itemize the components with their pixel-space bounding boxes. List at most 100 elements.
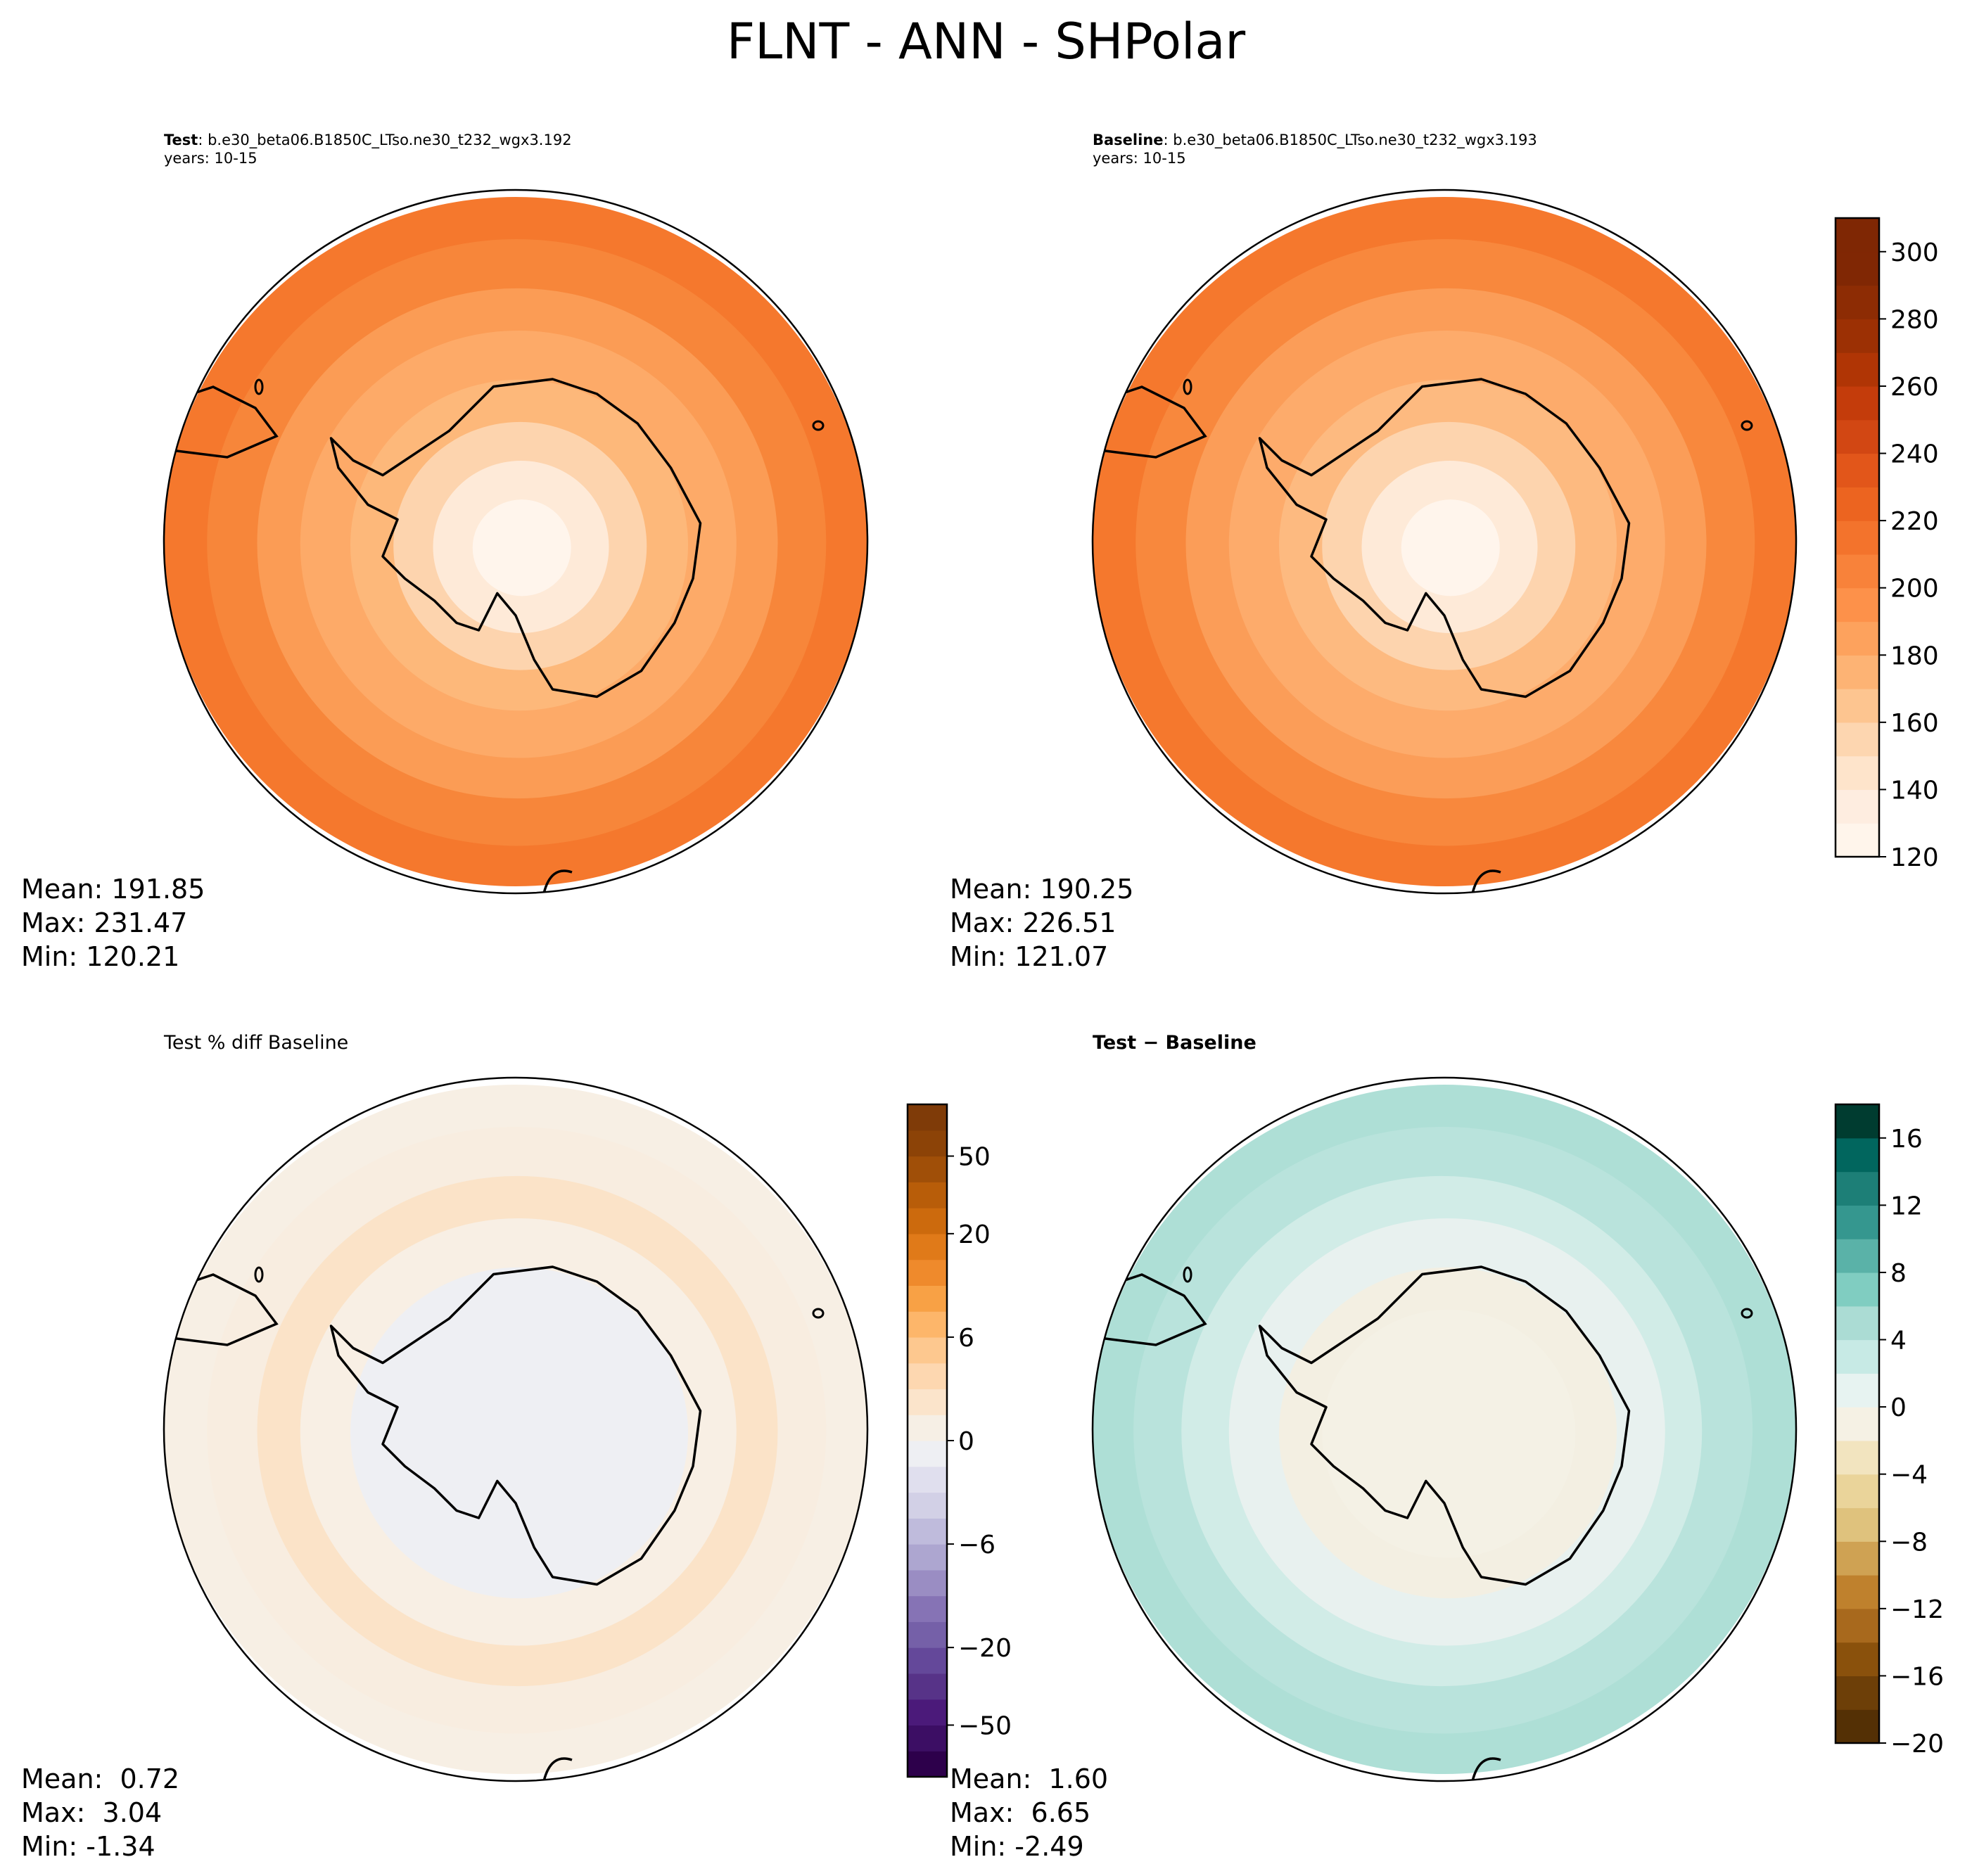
baseline-case-name: : b.e30_beta06.B1850C_LTso.ne30_t232_wgx… xyxy=(1163,132,1537,148)
pct-colorbar-swatch xyxy=(908,1673,947,1700)
diff-stats: Mean: 1.60 Max: 6.65 Min: -2.49 xyxy=(950,1762,1108,1863)
test-colorbar-swatch xyxy=(1836,285,1879,319)
diff-colorbar-tick-label: 8 xyxy=(1890,1259,1907,1288)
test-colorbar-swatch xyxy=(1836,689,1879,723)
diff-mean: Mean: 1.60 xyxy=(950,1763,1109,1794)
test-colorbar-swatch xyxy=(1836,218,1879,253)
pct-colorbar-swatch xyxy=(908,1595,947,1622)
pct-diff-panel-title: Test % diff Baseline xyxy=(164,1032,349,1054)
diff-max: Max: 6.65 xyxy=(950,1797,1091,1828)
pct-colorbar-swatch xyxy=(908,1699,947,1726)
pct-colorbar-swatch xyxy=(908,1518,947,1545)
pct-colorbar-swatch xyxy=(908,1389,947,1415)
diff-map-border xyxy=(1091,1076,1798,1782)
pct-band-7 xyxy=(472,1387,571,1484)
diff-colorbar-swatch xyxy=(1836,1474,1879,1509)
pct-colorbar-swatch xyxy=(908,1336,947,1364)
diff-antarctica-coastline xyxy=(1258,1265,1631,1586)
pct-colorbar-swatch xyxy=(908,1104,947,1131)
pct-diff-mean: Mean: 0.72 xyxy=(21,1763,180,1794)
pct-colorbar-swatch xyxy=(908,1285,947,1312)
diff-colorbar-swatch xyxy=(1836,1339,1879,1374)
test-colorbar-swatch xyxy=(1836,554,1879,589)
test-colorbar-swatch xyxy=(1836,352,1879,387)
diff-island-falklands xyxy=(1183,1266,1192,1283)
test-colorbar-tick-label: 240 xyxy=(1890,440,1939,469)
diff-colorbar-swatch xyxy=(1836,1272,1879,1307)
pct-colorbar-swatch xyxy=(908,1415,947,1441)
diff-colorbar-tick-label: 12 xyxy=(1890,1192,1923,1220)
pct-colorbar-swatch xyxy=(908,1182,947,1208)
test-island-east xyxy=(812,420,825,431)
pct-colorbar-swatch xyxy=(908,1466,947,1493)
pct-colorbar-swatch xyxy=(908,1492,947,1519)
test-island-falklands xyxy=(254,378,264,395)
pct-island-east xyxy=(812,1308,825,1319)
pct-south-america-coast xyxy=(170,1273,279,1346)
test-colorbar-swatch xyxy=(1836,487,1879,521)
diff-colorbar-swatch xyxy=(1836,1709,1879,1744)
diff-colorbar-tick-label: −20 xyxy=(1890,1730,1944,1759)
pct-diff-min: Min: -1.34 xyxy=(21,1831,155,1862)
diff-new-zealand-coast xyxy=(1471,1757,1501,1781)
pct-colorbar-tick-label: 6 xyxy=(958,1324,974,1353)
diff-field xyxy=(1093,1085,1796,1781)
baseline-min: Min: 121.07 xyxy=(950,941,1109,972)
baseline-map xyxy=(1091,189,1798,895)
baseline-south-america-coast xyxy=(1099,385,1207,459)
pct-diff-max: Max: 3.04 xyxy=(21,1797,163,1828)
test-colorbar-swatch xyxy=(1836,419,1879,454)
diff-colorbar-tick-label: −4 xyxy=(1890,1461,1928,1490)
test-max: Max: 231.47 xyxy=(21,907,188,938)
pct-colorbar: −50 −20 −6 0 6 20 50 xyxy=(906,1103,1012,1778)
test-mean: Mean: 191.85 xyxy=(21,874,205,905)
pct-antarctica-coastline xyxy=(329,1265,702,1586)
baseline-island-east xyxy=(1741,420,1753,431)
test-colorbar-swatch xyxy=(1836,587,1879,623)
diff-island-east xyxy=(1741,1308,1753,1319)
pct-colorbar-swatch xyxy=(908,1363,947,1390)
test-colorbar-tick-label: 300 xyxy=(1890,238,1939,267)
test-field xyxy=(164,197,867,893)
test-colorbar-swatch xyxy=(1836,385,1879,421)
test-colorbar-swatch xyxy=(1836,789,1879,824)
pct-colorbar-swatch xyxy=(908,1441,947,1467)
pct-diff-stats: Mean: 0.72 Max: 3.04 Min: -1.34 xyxy=(21,1762,179,1863)
test-colorbar-tick-label: 180 xyxy=(1890,642,1939,670)
pct-colorbar-tick-label: 20 xyxy=(958,1220,991,1249)
baseline-new-zealand-coast xyxy=(1471,869,1501,893)
pct-colorbar-tick-label: 50 xyxy=(958,1143,991,1172)
pct-colorbar-swatch xyxy=(908,1647,947,1674)
pct-colorbar-swatch xyxy=(908,1233,947,1261)
diff-colorbar-swatch xyxy=(1836,1171,1879,1206)
diff-colorbar-tick-label: 0 xyxy=(1890,1393,1907,1422)
pct-colorbar-swatch xyxy=(908,1751,947,1778)
test-colorbar-tick-label: 160 xyxy=(1890,709,1939,738)
test-years: years: 10-15 xyxy=(164,150,257,167)
diff-colorbar-frame xyxy=(1834,1103,1881,1744)
diff-colorbar-swatch xyxy=(1836,1137,1879,1173)
baseline-max: Max: 226.51 xyxy=(950,907,1117,938)
diff-colorbar-swatch xyxy=(1836,1239,1879,1273)
diff-colorbar-tick-label: 4 xyxy=(1890,1327,1907,1355)
pct-colorbar-swatch xyxy=(908,1259,947,1286)
test-colorbar-tick-label: 120 xyxy=(1890,843,1939,872)
pct-colorbar-swatch xyxy=(908,1311,947,1338)
diff-colorbar-tick-label: −12 xyxy=(1890,1595,1944,1624)
test-colorbar-tick-label: 260 xyxy=(1890,373,1939,402)
diff-colorbar-swatch xyxy=(1836,1306,1879,1341)
figure-title: FLNT - ANN - SHPolar xyxy=(726,13,1246,70)
test-colorbar-swatch xyxy=(1836,251,1879,286)
baseline-years: years: 10-15 xyxy=(1093,150,1186,167)
pct-colorbar-swatch xyxy=(908,1725,947,1751)
pct-colorbar-swatch xyxy=(908,1569,947,1597)
test-panel-title: Test: b.e30_beta06.B1850C_LTso.ne30_t232… xyxy=(164,131,572,167)
test-label: Test xyxy=(164,132,198,148)
pct-colorbar-tick-label: 0 xyxy=(958,1427,974,1456)
diff-colorbar-swatch xyxy=(1836,1507,1879,1542)
diff-colorbar-tick-label: 16 xyxy=(1890,1125,1923,1154)
pct-map-border xyxy=(163,1076,869,1782)
diff-band-7 xyxy=(1401,1387,1500,1484)
test-colorbar-tick-label: 280 xyxy=(1890,305,1939,334)
